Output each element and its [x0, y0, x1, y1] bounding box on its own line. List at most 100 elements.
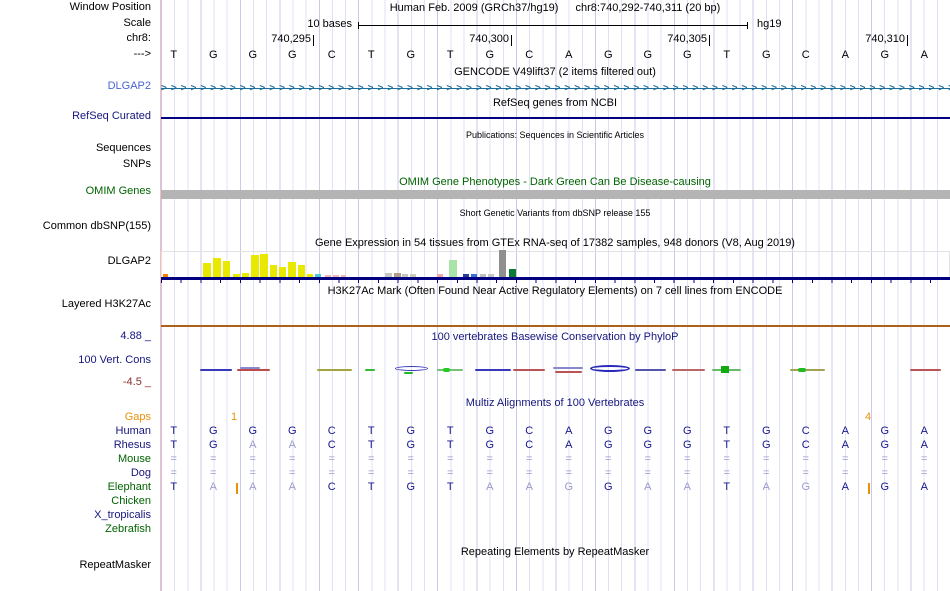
gene-body-line	[161, 88, 950, 89]
tick-mark	[313, 35, 314, 46]
gtex-tissue-bar[interactable]	[315, 274, 321, 277]
alignment-species-label-zebrafish[interactable]: Zebrafish	[105, 523, 151, 535]
gtex-tissue-bar[interactable]	[488, 274, 494, 277]
phylop-mark	[721, 366, 729, 373]
dbsnp-track-label[interactable]: Common dbSNP(155)	[42, 220, 151, 232]
repeatmasker-track-label[interactable]: RepeatMasker	[79, 559, 151, 571]
aligned-base: G	[485, 439, 495, 451]
aligned-base: =	[526, 453, 533, 465]
h3k27ac-baseline[interactable]	[161, 325, 950, 327]
gtex-tissue-bar[interactable]	[213, 258, 221, 277]
aligned-base: =	[881, 467, 888, 479]
alignment-row-zebrafish[interactable]	[154, 523, 944, 537]
aligned-base: T	[446, 439, 454, 451]
alignment-row-x_tropicalis[interactable]	[154, 509, 944, 523]
alignment-species-label-dog[interactable]: Dog	[130, 467, 151, 479]
base-letter: C	[801, 49, 810, 61]
phylop-mark	[443, 368, 450, 372]
gtex-tissue-bar[interactable]	[233, 274, 240, 277]
alignment-species-label-x_tropicalis[interactable]: X_tropicalis	[94, 509, 151, 521]
gtex-tissue-bar[interactable]	[463, 274, 469, 277]
gtex-tissue-bar[interactable]	[509, 269, 516, 277]
gtex-tissue-bar[interactable]	[325, 275, 331, 277]
gtex-tissue-bar[interactable]	[394, 273, 401, 277]
gtex-baseline	[161, 277, 950, 280]
gtex-gene-label[interactable]: DLGAP2	[107, 255, 151, 267]
gtex-tissue-bar[interactable]	[251, 255, 259, 277]
gtex-tissue-bar[interactable]	[437, 274, 443, 277]
gtex-tissue-bar[interactable]	[385, 273, 392, 277]
gencode-gene-label[interactable]: DLGAP2	[107, 80, 151, 92]
gtex-tissue-bar[interactable]	[163, 274, 168, 277]
gtex-tissue-bar[interactable]	[203, 263, 211, 277]
gtex-tissue-bar[interactable]	[298, 265, 305, 277]
aligned-base: A	[525, 481, 533, 493]
gtex-tissue-bar[interactable]	[471, 274, 477, 277]
gtex-tissue-bar[interactable]	[223, 261, 230, 277]
refseq-track-title[interactable]: RefSeq genes from NCBI	[492, 97, 618, 109]
h3k27ac-track-title[interactable]: H3K27Ac Mark (Often Found Near Active Re…	[327, 285, 783, 297]
alignment-row-mouse[interactable]: = = = = = = = = = = = = = = = = = = = =	[154, 453, 944, 467]
base-letter: G	[406, 49, 416, 61]
publications-sequences-label[interactable]: Sequences	[95, 142, 151, 154]
aligned-base: A	[920, 439, 928, 451]
gtex-tissue-bar[interactable]	[260, 254, 268, 277]
alignment-species-label-mouse[interactable]: Mouse	[117, 453, 151, 465]
gtex-tissue-bar[interactable]	[480, 274, 486, 277]
repeatmasker-track-title[interactable]: Repeating Elements by RepeatMasker	[460, 546, 650, 558]
aligned-base: T	[170, 425, 178, 437]
multiz-track-title[interactable]: Multiz Alignments of 100 Vertebrates	[465, 397, 645, 409]
gtex-tissue-bar[interactable]	[307, 274, 313, 277]
gencode-gene-row[interactable]: >>>>>>>>>>>>>>>>>>>>>>>>>>>>>>>>>>>>>>>>…	[161, 83, 950, 94]
aligned-base: =	[881, 453, 888, 465]
gtex-tissue-bar[interactable]	[270, 265, 277, 277]
gtex-tissue-bar[interactable]	[288, 262, 296, 277]
h3k27ac-track-label[interactable]: Layered H3K27Ac	[61, 298, 151, 310]
omim-gene-bar[interactable]	[161, 190, 950, 199]
alignment-species-label-rhesus[interactable]: Rhesus	[113, 439, 151, 451]
publications-snps-label[interactable]: SNPs	[122, 158, 151, 170]
strand-direction-label: --->	[133, 48, 151, 60]
gtex-tissue-bar[interactable]	[242, 273, 249, 277]
refseq-gene-line[interactable]	[161, 117, 950, 119]
gencode-track-title[interactable]: GENCODE V49lift37 (2 items filtered out)	[454, 66, 656, 78]
gtex-tissue-bar[interactable]	[333, 275, 339, 277]
phylop-track-title[interactable]: 100 vertebrates Basewise Conservation by…	[431, 331, 679, 343]
gtex-track-title[interactable]: Gene Expression in 54 tissues from GTEx …	[315, 237, 795, 249]
publications-track-title[interactable]: Publications: Sequences in Scientific Ar…	[465, 130, 645, 140]
gtex-tissue-bar[interactable]	[402, 274, 408, 277]
omim-track-label[interactable]: OMIM Genes	[85, 185, 151, 197]
dbsnp-track-title[interactable]: Short Genetic Variants from dbSNP releas…	[459, 208, 651, 218]
refseq-track-label[interactable]: RefSeq Curated	[72, 110, 151, 122]
alignment-species-label-human[interactable]: Human	[115, 425, 151, 437]
gtex-tissue-bar[interactable]	[410, 274, 416, 277]
guideline-grid	[161, 0, 950, 591]
phylop-mark	[555, 371, 582, 373]
gtex-tissue-bar[interactable]	[341, 275, 346, 277]
aligned-base: T	[723, 481, 731, 493]
aligned-base: A	[762, 481, 770, 493]
phylop-mark	[237, 369, 270, 371]
phylop-track-label[interactable]: 100 Vert. Cons	[78, 354, 151, 366]
alignment-row-dog[interactable]: = = = = = = = = = = = = = = = = = = = =	[154, 467, 944, 481]
alignment-species-label-chicken[interactable]: Chicken	[111, 495, 151, 507]
omim-track-title[interactable]: OMIM Gene Phenotypes - Dark Green Can Be…	[399, 176, 711, 188]
aligned-base: =	[605, 467, 612, 479]
aligned-base: =	[605, 453, 612, 465]
base-letter: A	[920, 49, 928, 61]
alignment-row-chicken[interactable]	[154, 495, 944, 509]
aligned-base: =	[763, 453, 770, 465]
gtex-tissue-bar[interactable]	[449, 260, 457, 277]
gtex-tissue-bar[interactable]	[499, 250, 506, 277]
alignment-species-label-elephant[interactable]: Elephant	[107, 481, 151, 493]
aligned-base: =	[763, 467, 770, 479]
gtex-tissue-bar[interactable]	[279, 267, 286, 277]
phylop-mark	[635, 369, 666, 371]
phylop-mark	[317, 369, 352, 371]
multiz-gaps-label[interactable]: Gaps	[124, 411, 151, 423]
gap-count-label: 4	[864, 411, 872, 423]
